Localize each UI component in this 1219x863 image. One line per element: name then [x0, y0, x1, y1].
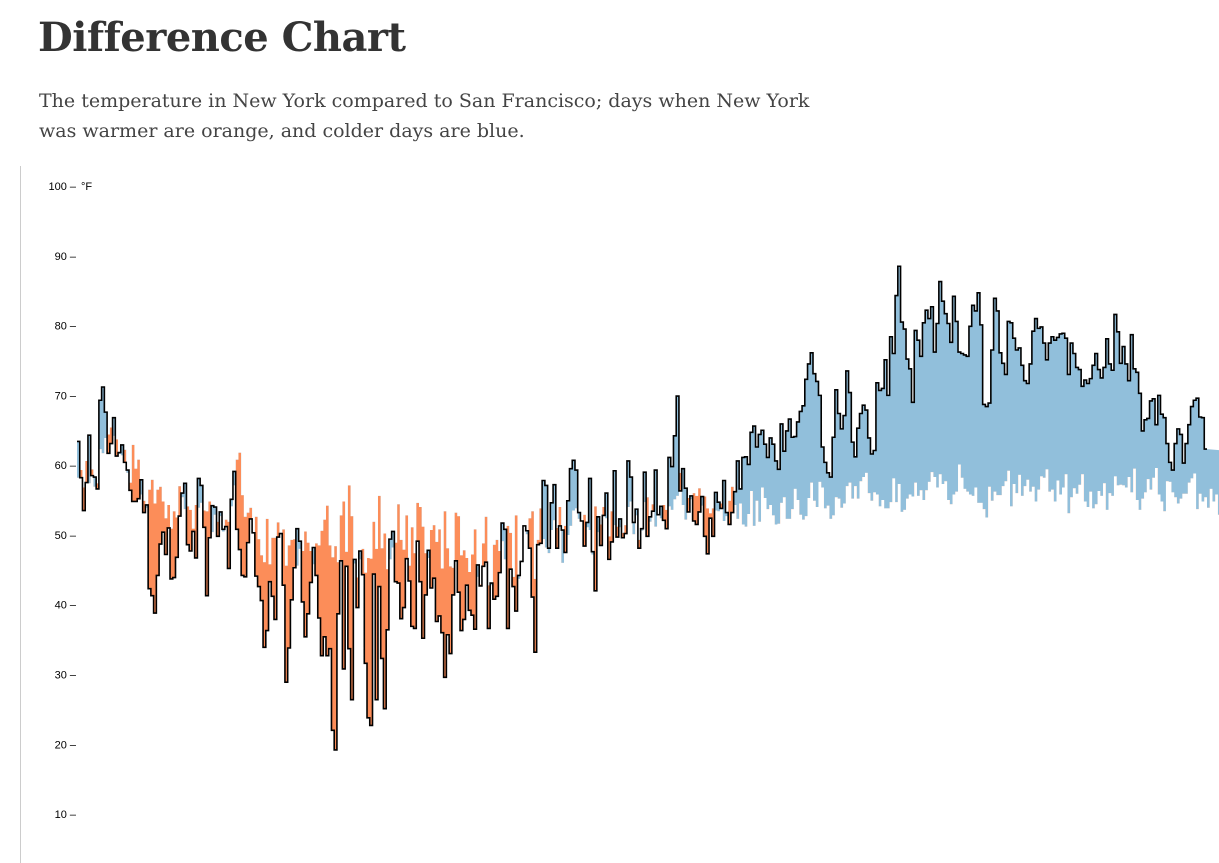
y-tick-label: 30 –	[55, 670, 77, 682]
y-tick-label: 60 –	[55, 460, 77, 472]
y-axis: 10 – 20 – 30 – 40 – 50 – 60 – 70 – 80 – 90 – 100 …	[48, 181, 92, 821]
y-tick-label: 50 –	[55, 530, 77, 542]
page-title: Difference Chart	[38, 14, 406, 61]
colder-area	[77, 266, 1219, 586]
left-border-rule	[20, 166, 21, 863]
page-subtitle: The temperature in New York compared to …	[39, 90, 810, 142]
y-tick-label: 80 –	[55, 321, 77, 333]
y-tick-label: 10 –	[55, 809, 77, 821]
y-tick-label: 90 –	[55, 251, 77, 263]
y-tick-label: 100 –	[48, 181, 76, 193]
new-york-line	[77, 265, 1207, 751]
y-tick-label: 70 –	[55, 390, 77, 402]
y-tick-label: 40 –	[55, 600, 77, 612]
warmer-area	[77, 427, 1219, 750]
y-axis-unit-label: °F	[81, 181, 92, 193]
y-tick-label: 20 –	[55, 739, 77, 751]
